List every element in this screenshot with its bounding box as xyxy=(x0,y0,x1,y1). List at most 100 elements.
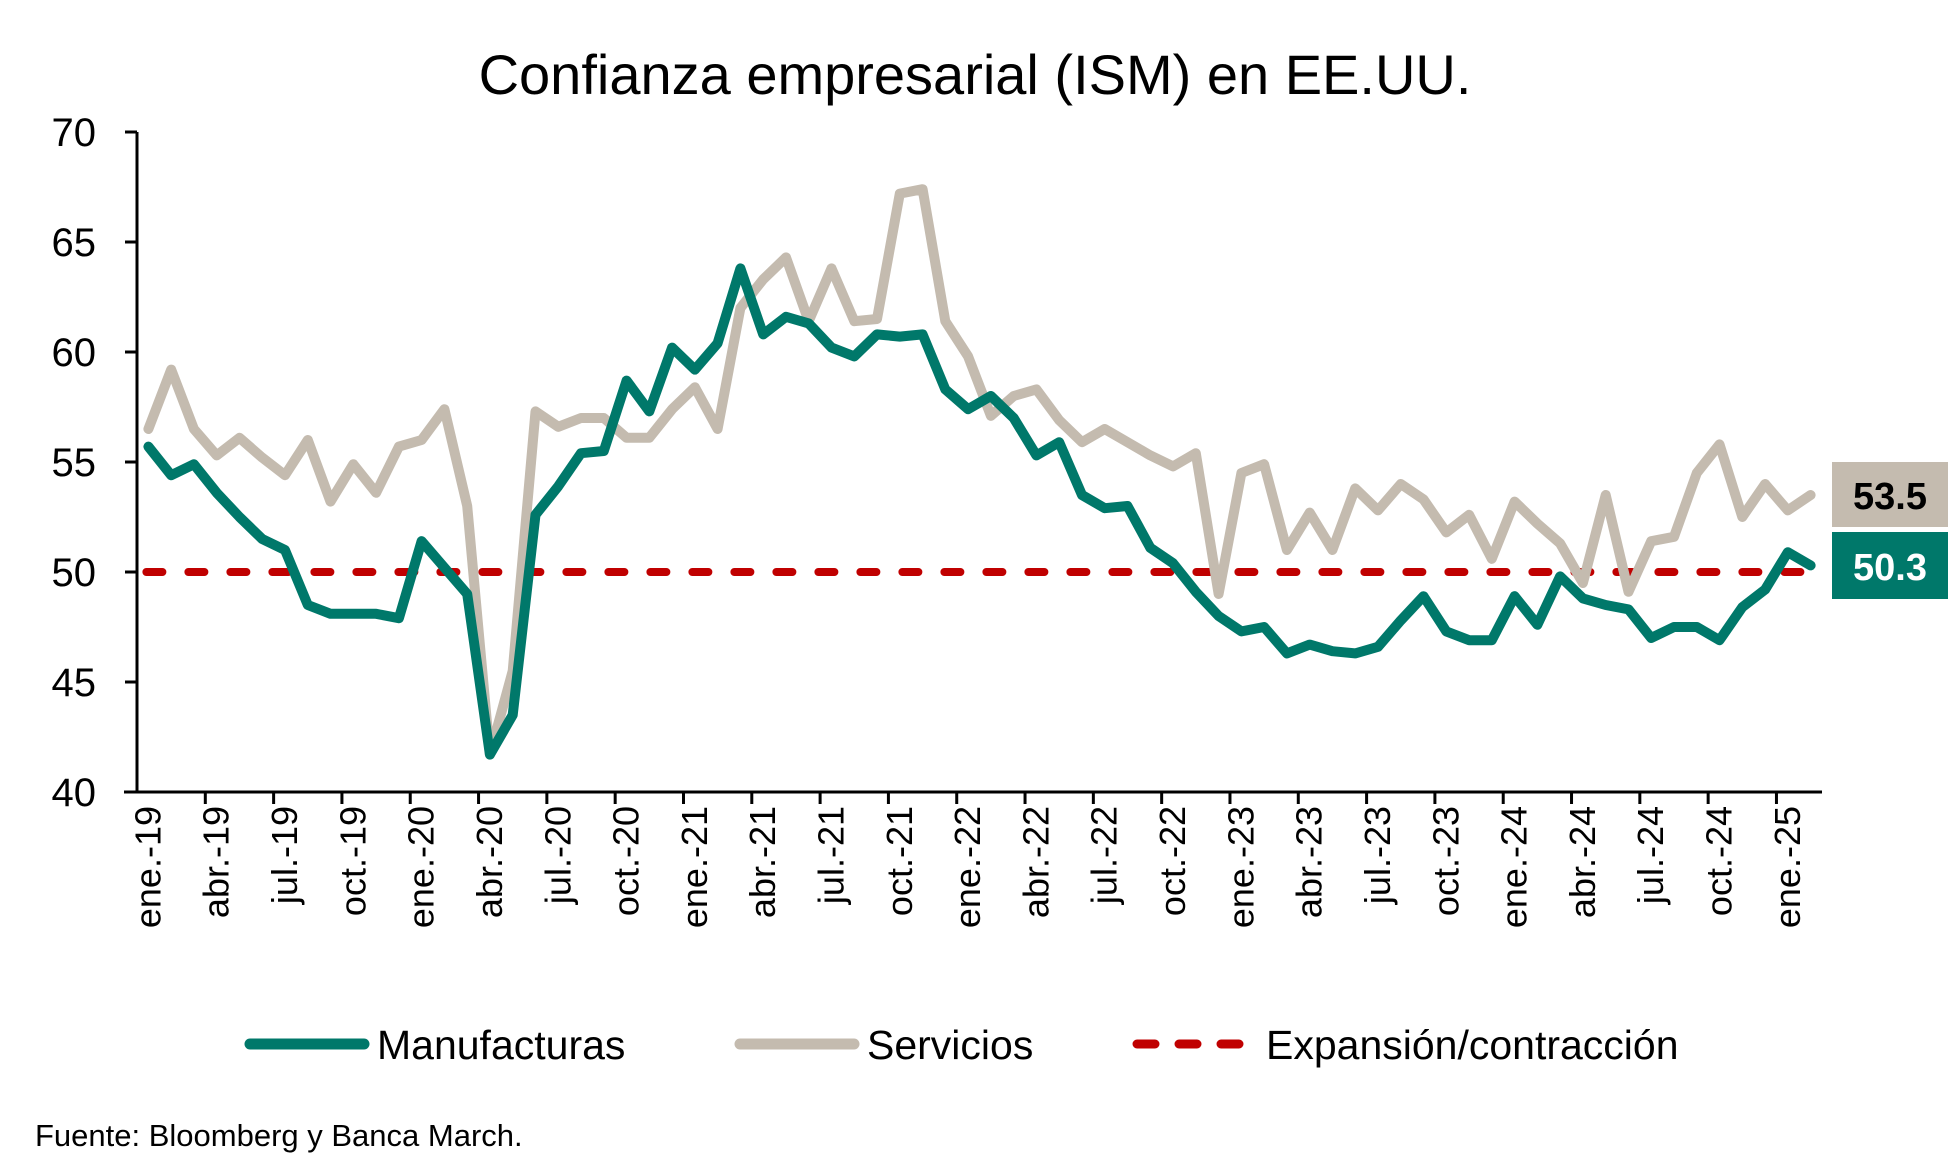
end-label-services-value: 53.5 xyxy=(1853,476,1927,518)
data-point-servicios xyxy=(717,428,719,430)
data-point-manufacturas xyxy=(193,463,195,465)
end-label-services: 53.5 xyxy=(1832,462,1948,527)
x-tick-label: oct.-19 xyxy=(332,806,373,916)
data-point-manufacturas xyxy=(717,342,719,344)
y-tick-label: 60 xyxy=(52,331,97,375)
y-tick-label: 70 xyxy=(52,111,97,155)
data-point-servicios xyxy=(352,463,354,465)
data-point-manufacturas xyxy=(1741,606,1743,608)
data-point-manufacturas xyxy=(1810,564,1812,566)
data-point-servicios xyxy=(1605,494,1607,496)
source-note: Fuente: Bloomberg y Banca March. xyxy=(35,1118,523,1153)
data-point-servicios xyxy=(398,446,400,448)
data-point-servicios xyxy=(1696,472,1698,474)
data-point-manufacturas xyxy=(1696,626,1698,628)
legend-item-expansion: Expansión/contracción xyxy=(1132,1022,1679,1068)
data-point-servicios xyxy=(1423,498,1425,500)
data-point-manufacturas xyxy=(398,617,400,619)
x-tick-label: jul.-20 xyxy=(537,806,578,905)
legend-item-servicios: Servicios xyxy=(734,1022,1033,1068)
data-point-servicios xyxy=(1377,509,1379,511)
data-point-servicios xyxy=(1627,591,1629,593)
data-point-manufacturas xyxy=(330,613,332,615)
data-point-servicios xyxy=(1445,531,1447,533)
data-point-manufacturas xyxy=(990,395,992,397)
data-point-manufacturas xyxy=(1218,615,1220,617)
data-point-servicios xyxy=(1764,483,1766,485)
data-point-manufacturas xyxy=(808,322,810,324)
chart-title: Confianza empresarial (ISM) en EE.UU. xyxy=(479,43,1472,106)
data-point-manufacturas xyxy=(694,369,696,371)
end-label-services-box xyxy=(1832,462,1948,527)
data-point-manufacturas xyxy=(1491,639,1493,641)
axes-layer xyxy=(124,132,1822,794)
legend-label-expansion: Expansión/contracción xyxy=(1266,1022,1679,1068)
data-point-manufacturas xyxy=(1787,551,1789,553)
data-point-manufacturas xyxy=(1719,639,1721,641)
data-point-servicios xyxy=(443,408,445,410)
data-point-manufacturas xyxy=(626,380,628,382)
data-point-manufacturas xyxy=(967,408,969,410)
data-point-manufacturas xyxy=(307,604,309,606)
x-tick-label: oct.-23 xyxy=(1425,806,1466,916)
data-point-manufacturas xyxy=(1559,575,1561,577)
legend: Manufacturas Servicios Expansión/contrac… xyxy=(244,1022,1679,1068)
data-point-servicios xyxy=(1719,443,1721,445)
x-tick-label: ene.-22 xyxy=(947,806,988,928)
end-label-manufacturing: 50.3 xyxy=(1832,532,1948,599)
y-tick-label: 65 xyxy=(52,221,97,265)
x-tick-label: ene.-25 xyxy=(1767,806,1808,928)
data-point-servicios xyxy=(1127,441,1129,443)
data-point-manufacturas xyxy=(443,567,445,569)
y-tick-label: 40 xyxy=(52,771,97,815)
data-point-servicios xyxy=(990,415,992,417)
data-point-manufacturas xyxy=(1627,608,1629,610)
data-point-servicios xyxy=(1195,452,1197,454)
data-point-servicios xyxy=(1787,509,1789,511)
data-point-manufacturas xyxy=(762,333,764,335)
y-tick-label: 50 xyxy=(52,551,97,595)
data-point-servicios xyxy=(557,426,559,428)
legend-item-manufacturas: Manufacturas xyxy=(244,1022,625,1068)
data-point-manufacturas xyxy=(739,267,741,269)
y-tick-labels: 40 45 50 55 60 65 70 xyxy=(52,111,137,815)
x-tick-label: ene.-21 xyxy=(674,806,715,928)
data-point-servicios xyxy=(1081,441,1083,443)
x-tick-label: abr.-20 xyxy=(469,806,510,918)
data-point-manufacturas xyxy=(1354,652,1356,654)
x-tick-label: abr.-24 xyxy=(1562,806,1603,918)
data-point-servicios xyxy=(1240,472,1242,474)
series-line-manufacturas xyxy=(143,263,1816,760)
data-point-manufacturas xyxy=(1673,626,1675,628)
data-point-servicios xyxy=(216,454,218,456)
x-tick-label: abr.-23 xyxy=(1289,806,1330,918)
data-point-servicios xyxy=(1559,542,1561,544)
data-point-servicios xyxy=(375,492,377,494)
data-point-manufacturas xyxy=(1127,505,1129,507)
data-point-manufacturas xyxy=(1582,597,1584,599)
data-point-manufacturas xyxy=(170,474,172,476)
data-point-manufacturas xyxy=(580,452,582,454)
x-tick-label: oct.-20 xyxy=(606,806,647,916)
data-point-manufacturas xyxy=(352,613,354,615)
data-point-servicios xyxy=(694,386,696,388)
data-point-manufacturas xyxy=(512,714,514,716)
data-point-manufacturas xyxy=(1035,454,1037,456)
data-point-manufacturas xyxy=(375,613,377,615)
data-point-servicios xyxy=(1286,549,1288,551)
data-point-servicios xyxy=(1218,593,1220,595)
data-point-servicios xyxy=(876,318,878,320)
x-tick-label: abr.-21 xyxy=(742,806,783,918)
data-point-servicios xyxy=(307,439,309,441)
y-tick-label: 45 xyxy=(52,661,97,705)
data-point-servicios xyxy=(739,307,741,309)
data-point-manufacturas xyxy=(1423,595,1425,597)
end-label-manufacturing-value: 50.3 xyxy=(1853,547,1927,589)
x-tick-label: jul.-19 xyxy=(264,806,305,905)
data-point-manufacturas xyxy=(216,492,218,494)
x-tick-label: abr.-22 xyxy=(1015,806,1056,918)
data-point-manufacturas xyxy=(1400,619,1402,621)
data-point-servicios xyxy=(1673,536,1675,538)
data-point-manufacturas xyxy=(1514,595,1516,597)
x-tick-label: ene.-23 xyxy=(1220,806,1261,928)
